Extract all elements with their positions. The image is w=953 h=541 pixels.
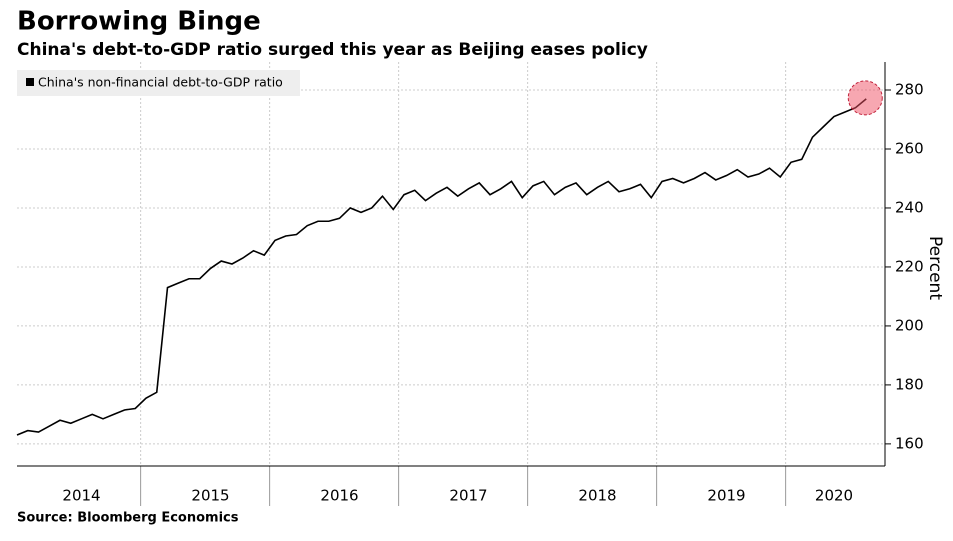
legend-swatch (26, 78, 34, 86)
y-tick-label: 200 (895, 316, 924, 334)
x-tick-label: 2019 (707, 487, 745, 505)
y-tick-label: 160 (895, 434, 924, 452)
x-tick-label: 2017 (449, 487, 487, 505)
data-line (16, 98, 867, 436)
x-tick-label: 2020 (815, 487, 853, 505)
legend-box (17, 70, 300, 96)
x-tick-label: 2018 (578, 487, 616, 505)
y-tick-label: 260 (895, 139, 924, 157)
y-tick-label: 240 (895, 198, 924, 216)
chart-subtitle: China's debt-to-GDP ratio surged this ye… (17, 40, 648, 60)
chart-title: Borrowing Binge (17, 7, 261, 37)
x-tick-label: 2015 (191, 487, 229, 505)
y-tick-label: 180 (895, 375, 924, 393)
x-tick-label: 2016 (320, 487, 358, 505)
y-tick-label: 280 (895, 81, 924, 99)
source: Source: Bloomberg Economics (17, 511, 239, 526)
x-tick-label: 2014 (62, 487, 100, 505)
y-tick-label: 220 (895, 257, 924, 275)
legend-label: China's non-financial debt-to-GDP ratio (38, 75, 283, 90)
y-axis-label: Percent (925, 236, 945, 300)
highlight-circle (847, 80, 883, 116)
